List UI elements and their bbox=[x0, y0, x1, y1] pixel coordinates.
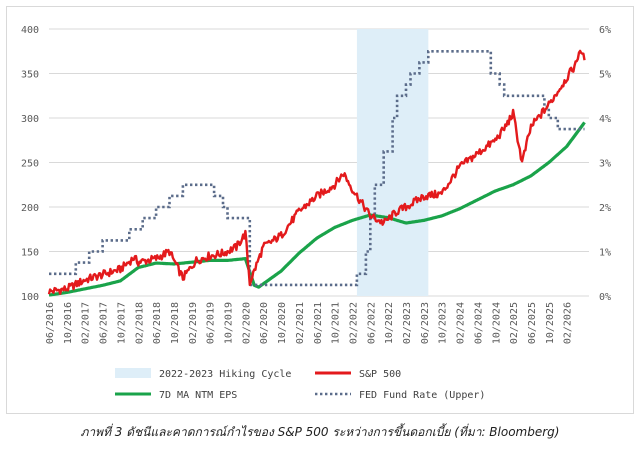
right-tick-label: 0% bbox=[599, 292, 611, 303]
x-tick-label: 02/2026 bbox=[563, 302, 574, 344]
left-tick-label: 150 bbox=[21, 248, 39, 259]
x-tick-label: 10/2024 bbox=[491, 302, 502, 344]
left-tick-label: 350 bbox=[21, 70, 39, 81]
x-tick-label: 10/2022 bbox=[384, 302, 395, 344]
series-line-sp500 bbox=[47, 49, 586, 295]
x-tick-label: 06/2016 bbox=[45, 302, 56, 344]
x-tick-label: 02/2020 bbox=[241, 302, 252, 344]
x-tick-label: 10/2018 bbox=[170, 302, 181, 344]
left-tick-label: 400 bbox=[21, 25, 39, 36]
x-tick-label: 06/2018 bbox=[152, 302, 163, 344]
x-tick-label: 06/2017 bbox=[99, 302, 110, 344]
x-tick-label: 02/2023 bbox=[402, 302, 413, 344]
x-axis-ticks: 06/2016 10/2016 02/2017 06/2017 10/2017 02/20… bbox=[45, 302, 574, 344]
x-tick-label: 02/2022 bbox=[348, 302, 359, 344]
right-tick-label: 3% bbox=[599, 159, 611, 170]
legend: 2022-2023 Hiking Cycle S&P 500 7D MA NTM E… bbox=[115, 368, 485, 401]
chart-frame: 100 150 200 250 300 350 400 0% 1% 2% 3% 4% 5% 6% 06/… bbox=[6, 6, 634, 414]
x-tick-label: 06/2025 bbox=[527, 302, 538, 344]
shaded-region-layer bbox=[356, 29, 429, 296]
legend-marker bbox=[115, 368, 151, 378]
right-axis-ticks: 0% 1% 2% 3% 4% 5% 6% bbox=[599, 25, 611, 303]
x-tick-label: 02/2017 bbox=[81, 302, 92, 344]
legend-label: S&P 500 bbox=[359, 369, 401, 380]
x-tick-label: 10/2023 bbox=[438, 302, 449, 344]
right-tick-label: 4% bbox=[599, 114, 611, 125]
legend-label: FED Fund Rate (Upper) bbox=[359, 390, 485, 401]
series-line-ntm-eps bbox=[48, 121, 586, 297]
legend-label: 2022-2023 Hiking Cycle bbox=[159, 369, 291, 380]
left-axis-ticks: 100 150 200 250 300 350 400 bbox=[21, 25, 39, 303]
x-tick-label: 06/2019 bbox=[206, 302, 217, 344]
legend-label: 7D MA NTM EPS bbox=[159, 390, 237, 401]
right-tick-label: 1% bbox=[599, 248, 611, 259]
right-tick-label: 6% bbox=[599, 25, 611, 36]
x-tick-label: 10/2021 bbox=[331, 302, 342, 344]
x-tick-label: 06/2022 bbox=[366, 302, 377, 344]
gridlines bbox=[49, 28, 589, 297]
x-tick-label: 02/2024 bbox=[456, 302, 467, 344]
x-tick-label: 02/2019 bbox=[188, 302, 199, 344]
series-line-fed-fund-rate bbox=[49, 49, 585, 287]
left-tick-label: 250 bbox=[21, 159, 39, 170]
chart-svg: 100 150 200 250 300 350 400 0% 1% 2% 3% 4% 5% 6% 06/… bbox=[21, 25, 611, 401]
right-tick-label: 5% bbox=[599, 70, 611, 81]
x-tick-label: 06/2023 bbox=[420, 302, 431, 344]
left-tick-label: 100 bbox=[21, 292, 39, 303]
x-tick-label: 10/2017 bbox=[116, 302, 127, 344]
x-tick-label: 10/2025 bbox=[545, 302, 556, 344]
x-tick-label: 10/2020 bbox=[277, 302, 288, 344]
x-tick-label: 06/2024 bbox=[473, 302, 484, 344]
x-tick-label: 06/2020 bbox=[259, 302, 270, 344]
left-tick-label: 200 bbox=[21, 203, 39, 214]
x-tick-label: 10/2019 bbox=[224, 302, 235, 344]
x-tick-label: 02/2021 bbox=[295, 302, 306, 344]
x-tick-label: 10/2016 bbox=[63, 302, 74, 344]
figure-caption: ภาพที่ 3 ดัชนีและคาดการณ์กำไรของ S&P 500… bbox=[80, 425, 560, 439]
x-tick-label: 06/2021 bbox=[313, 302, 324, 344]
right-tick-label: 2% bbox=[599, 203, 611, 214]
left-tick-label: 300 bbox=[21, 114, 39, 125]
series-layer bbox=[47, 49, 586, 297]
x-tick-label: 02/2025 bbox=[509, 302, 520, 344]
x-tick-label: 02/2018 bbox=[134, 302, 145, 344]
hiking-cycle-region bbox=[356, 29, 429, 296]
